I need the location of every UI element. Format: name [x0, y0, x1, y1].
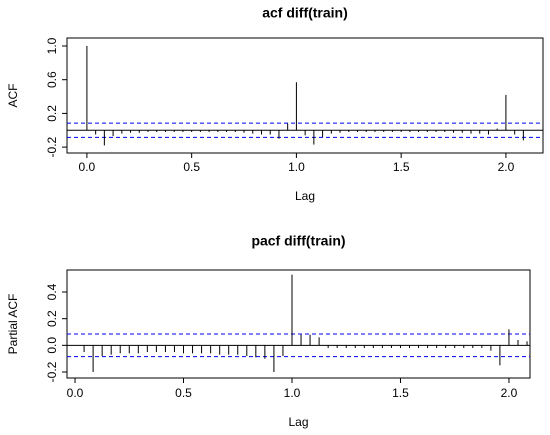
y-tick-label: -0.2: [45, 361, 59, 382]
x-tick-label: 0.0: [79, 160, 96, 174]
y-tick-label: 0.2: [45, 310, 59, 327]
y-axis-label: Partial ACF: [6, 294, 20, 355]
x-tick-label: 1.5: [392, 386, 409, 400]
chart-title: acf diff(train): [262, 5, 348, 21]
y-tick-label: 1.0: [45, 37, 59, 54]
y-tick-label: 0.4: [45, 283, 59, 300]
plot-box: [66, 269, 531, 379]
x-tick-label: 1.0: [284, 386, 301, 400]
x-tick-label: 2.0: [498, 160, 515, 174]
y-axis-label: ACF: [6, 84, 20, 108]
x-tick-label: 1.5: [393, 160, 410, 174]
chart-title: pacf diff(train): [251, 233, 345, 249]
x-tick-label: 0.0: [67, 386, 84, 400]
x-axis-label: Lag: [288, 415, 308, 429]
plot-box: [66, 37, 544, 154]
x-tick-label: 2.0: [501, 386, 518, 400]
y-tick-label: 0.0: [45, 337, 59, 354]
x-tick-label: 0.5: [175, 386, 192, 400]
y-tick-label: 0.6: [45, 71, 59, 88]
x-axis-label: Lag: [295, 189, 315, 203]
x-tick-label: 0.5: [183, 160, 200, 174]
x-tick-label: 1.0: [288, 160, 305, 174]
y-tick-label: -0.2: [45, 136, 59, 157]
y-tick-label: 0.2: [45, 105, 59, 122]
